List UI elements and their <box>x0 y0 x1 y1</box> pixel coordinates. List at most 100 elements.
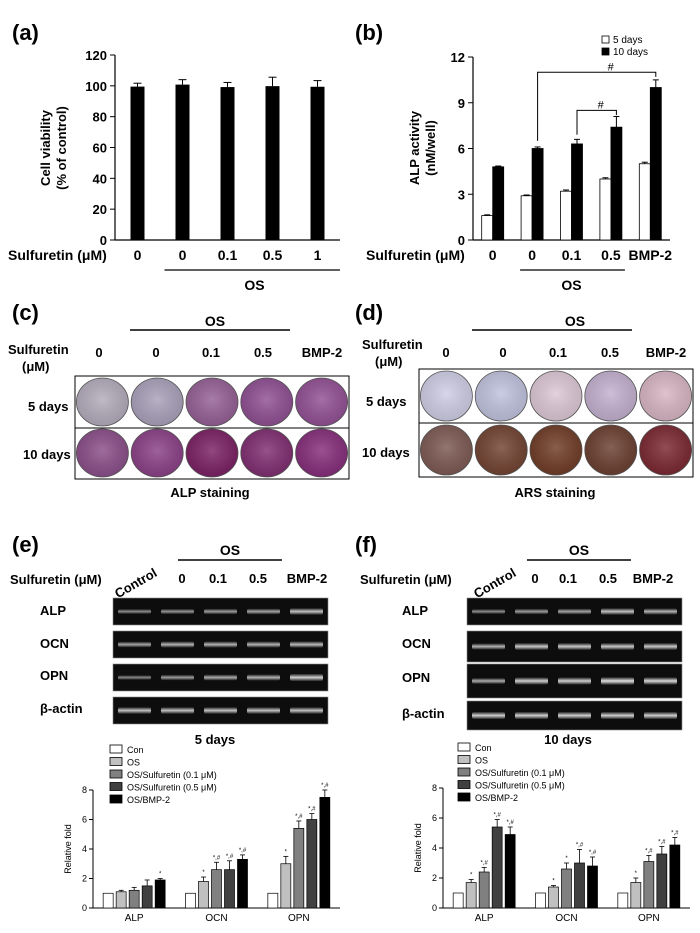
significance-mark: * <box>159 872 162 878</box>
well-shading <box>295 429 348 477</box>
bar <box>571 143 583 241</box>
y-tick-label: 0 <box>82 903 87 913</box>
control-label: Control <box>112 565 160 601</box>
bar <box>561 868 572 909</box>
bar <box>587 865 598 909</box>
dose-label: 0 <box>499 345 506 360</box>
chart-b: 0 3 6 9 12 ALP activity (nM/well) 0 0 0.1 0.5 BMP-2… <box>366 35 672 293</box>
x-tick-label: 0 <box>134 247 142 263</box>
panel-e-label: (e) <box>12 532 39 557</box>
bar <box>265 86 280 241</box>
bar <box>491 826 503 909</box>
gene-label: OPN <box>40 668 68 683</box>
bar <box>535 892 546 909</box>
x-axis-prefix: Sulfuretin (μM) <box>8 247 107 263</box>
well-shading <box>530 425 582 475</box>
legend-label: OS/BMP-2 <box>475 793 518 803</box>
x-tick-label: OPN <box>638 913 660 924</box>
y-tick-label: 40 <box>93 171 107 186</box>
legend-label: 10 days <box>613 47 648 58</box>
bar <box>319 797 331 909</box>
gel-band <box>515 677 548 685</box>
gel-band <box>472 609 505 614</box>
row-10days-label: 10 days <box>362 445 410 460</box>
bar <box>220 87 235 240</box>
y-tick-label: 6 <box>82 815 87 825</box>
bmp2-label: BMP-2 <box>633 571 673 586</box>
time-label: 5 days <box>195 732 235 747</box>
bar <box>481 215 494 241</box>
gel-band <box>558 712 591 719</box>
gel-band <box>118 641 151 648</box>
significance-mark: # <box>608 61 615 73</box>
os-label: OS <box>205 313 225 329</box>
y-axis-label: (nM/well) <box>423 120 438 176</box>
gel-band <box>601 643 634 650</box>
well-shading <box>76 378 129 426</box>
bar <box>656 853 668 909</box>
well-shading <box>131 429 184 477</box>
gene-label: OPN <box>402 670 430 685</box>
y-tick-label: 4 <box>432 843 437 853</box>
gel-band <box>472 678 505 684</box>
bar <box>211 869 222 909</box>
well-shading <box>186 429 238 477</box>
y-tick-label: 2 <box>82 874 87 884</box>
bar <box>280 863 292 909</box>
y-axis-label: ALP activity <box>407 110 422 185</box>
x-tick-label: ALP <box>475 913 494 924</box>
bar <box>574 862 585 909</box>
well-shading <box>475 425 528 475</box>
gene-label: β-actin <box>40 701 83 716</box>
legend-label: OS <box>475 756 488 766</box>
significance-mark: * <box>565 856 568 862</box>
gel-band <box>644 677 677 685</box>
gel-band <box>118 675 151 680</box>
dose-label: 0 <box>531 571 538 586</box>
os-label: OS <box>561 277 581 293</box>
dose-label: 0 <box>95 345 102 360</box>
gel-e <box>112 597 329 725</box>
um-label: (μM) <box>22 359 49 374</box>
well-shading <box>131 378 184 426</box>
gel-band <box>472 643 505 650</box>
legend-swatch <box>601 47 610 56</box>
panel-e-gel: OS Sulfuretin (μM) Control 0 0.1 0.5 BMP… <box>10 542 340 924</box>
gene-label: OCN <box>40 636 69 651</box>
wells-c <box>76 377 349 478</box>
bar <box>237 858 248 909</box>
legend-swatch <box>457 767 471 777</box>
dose-label: 0 <box>442 345 449 360</box>
legend-swatch <box>109 744 123 754</box>
bmp2-label: BMP-2 <box>287 571 327 586</box>
dose-label: 0.1 <box>559 571 577 586</box>
gel-band <box>204 674 237 681</box>
well-shading <box>240 429 293 477</box>
bar <box>520 195 533 241</box>
significance-mark: *,# <box>589 850 597 856</box>
gel-band <box>515 608 548 615</box>
bar <box>560 190 572 241</box>
legend-label: OS/Sulfuretin (0.5 μM) <box>475 781 565 791</box>
panel-d-label: (d) <box>355 300 383 325</box>
os-label: OS <box>244 277 264 293</box>
bar <box>306 819 318 909</box>
significance-bracket <box>537 71 657 141</box>
legend-label: Con <box>475 743 492 753</box>
y-tick-label: 100 <box>85 79 107 94</box>
significance-mark: *,# <box>239 848 247 854</box>
legend-swatch <box>109 782 123 791</box>
y-tick-label: 4 <box>82 844 87 854</box>
row-10days-label: 10 days <box>23 447 71 462</box>
legend-label: OS/Sulfuretin (0.1 μM) <box>475 768 565 778</box>
row-5days-label: 5 days <box>366 394 406 409</box>
well-shading <box>295 378 348 426</box>
x-tick-label: OCN <box>555 913 577 924</box>
bar <box>141 885 153 909</box>
bar <box>128 889 140 909</box>
y-tick-label: 0 <box>432 903 437 913</box>
os-label: OS <box>565 313 585 329</box>
um-label: (μM) <box>375 354 402 369</box>
gel-band <box>601 608 634 615</box>
